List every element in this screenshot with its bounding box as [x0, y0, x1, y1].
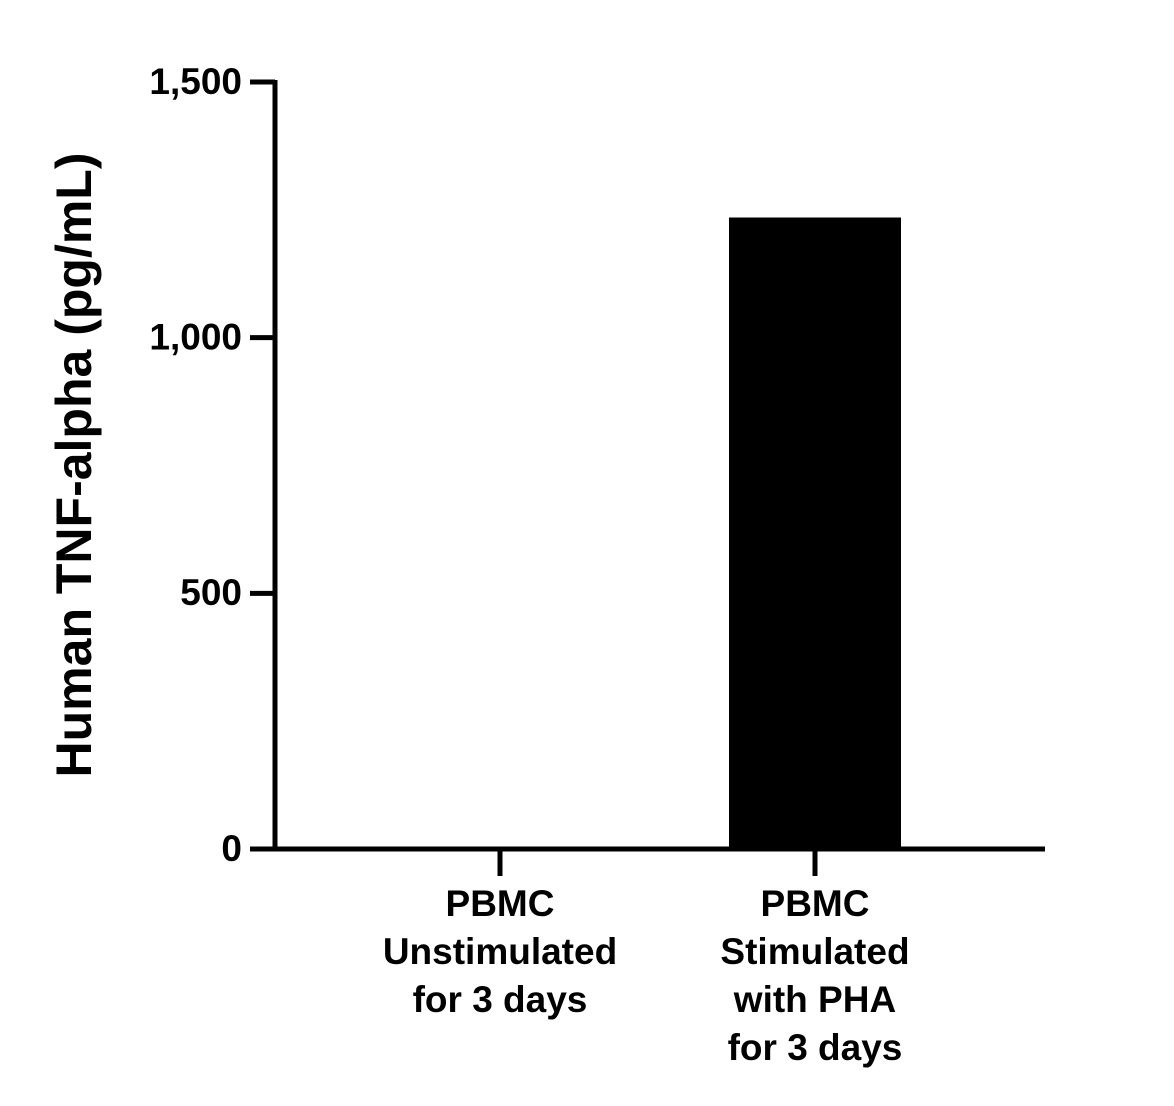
- y-tick-label: 500: [180, 572, 242, 613]
- x-tick-label: PBMC: [761, 883, 870, 924]
- y-tick-label: 0: [221, 828, 242, 869]
- x-tick-label: with PHA: [733, 979, 896, 1020]
- y-tick-label: 1,000: [149, 316, 242, 357]
- x-tick-label: for 3 days: [413, 979, 588, 1020]
- x-tick-label: PBMC: [446, 883, 555, 924]
- x-tick-label: Unstimulated: [383, 931, 617, 972]
- x-tick-label: for 3 days: [728, 1027, 903, 1068]
- bar: [729, 217, 901, 850]
- x-tick-label: Stimulated: [720, 931, 909, 972]
- y-axis-title: Human TNF-alpha (pg/mL): [46, 153, 102, 778]
- y-tick-label: 1,500: [149, 61, 242, 102]
